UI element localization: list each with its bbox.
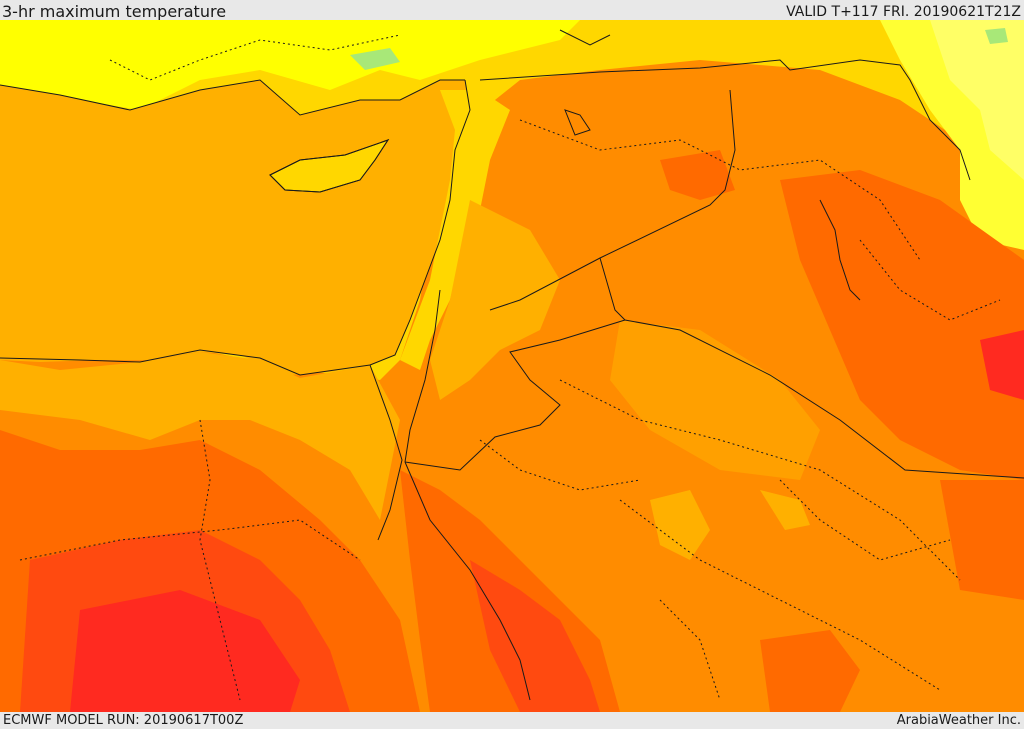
syria-hot-spot: [660, 150, 735, 200]
ne-light: [930, 20, 1024, 180]
arabia-south-hot: [760, 630, 860, 712]
arabia-amber-1: [610, 320, 820, 480]
sudan-deep-red: [70, 590, 300, 712]
egypt-amber: [0, 352, 400, 520]
chart-title: 3-hr maximum temperature: [2, 2, 227, 21]
valid-time-label: VALID T+117 FRI. 20190621T21Z: [786, 4, 1021, 20]
arabia-amber-3: [760, 490, 810, 530]
levant-yellow: [400, 90, 510, 370]
se-hot-zone: [940, 480, 1024, 600]
country-borders: [0, 59, 1024, 701]
iraq-red-core: [980, 330, 1024, 400]
hejaz-red: [470, 560, 600, 712]
model-run-label: ECMWF MODEL RUN: 20190617T00Z: [3, 713, 244, 728]
green-speck-2: [985, 28, 1008, 44]
temperature-map: [0, 20, 1024, 712]
north-light-yellow: [0, 20, 580, 110]
header-bar: 3-hr maximum temperature VALID T+117 FRI…: [0, 0, 1024, 21]
coastlines: [0, 29, 861, 366]
green-speck-1: [350, 48, 400, 70]
footer-bar: ECMWF MODEL RUN: 20190617T00Z ArabiaWeat…: [0, 712, 1024, 729]
mediterranean-sea: [0, 80, 470, 375]
arabia-amber-2: [650, 490, 710, 560]
iraq-hot-zone: [780, 170, 1024, 480]
province-boundaries: [19, 34, 1001, 701]
credit-label: ArabiaWeather Inc.: [896, 713, 1021, 728]
jordan-amber: [430, 200, 560, 400]
